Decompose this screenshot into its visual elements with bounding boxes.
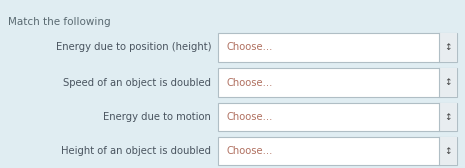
Text: Choose...: Choose... (226, 77, 272, 88)
Bar (439, 68, 457, 97)
Text: ↕: ↕ (444, 43, 452, 52)
Text: Energy due to motion: Energy due to motion (103, 112, 211, 122)
Text: Choose...: Choose... (226, 43, 272, 52)
Text: Match the following: Match the following (8, 17, 111, 27)
Text: Energy due to position (height): Energy due to position (height) (55, 43, 211, 52)
Text: Speed of an object is doubled: Speed of an object is doubled (63, 77, 211, 88)
Text: ↕: ↕ (444, 146, 452, 156)
Bar (218, 137, 457, 165)
Bar (439, 103, 457, 131)
Bar (439, 33, 457, 62)
Bar (218, 68, 457, 97)
Text: ↕: ↕ (444, 113, 452, 121)
Text: ↕: ↕ (444, 78, 452, 87)
Text: Choose...: Choose... (226, 112, 272, 122)
Text: Choose...: Choose... (226, 146, 272, 156)
Bar (439, 137, 457, 165)
Text: Height of an object is doubled: Height of an object is doubled (61, 146, 211, 156)
Bar (218, 103, 457, 131)
Bar (218, 33, 457, 62)
